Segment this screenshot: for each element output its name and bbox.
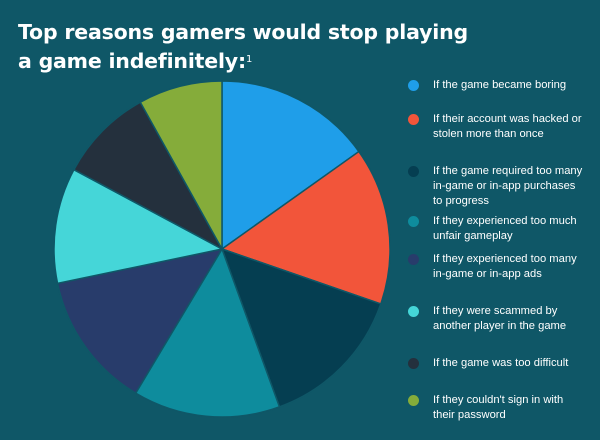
pie-slice-6 [53,168,223,285]
pie-slice-2 [221,150,391,305]
pie-slice-1 [221,80,360,250]
legend-item-6: If they were scammed by another player i… [408,304,583,334]
chart-title-line-2-text: a game indefinitely: [18,49,246,73]
legend-item-5: If they experienced too many in-game or … [408,252,583,282]
pie-slice-4 [134,248,281,418]
legend-swatch-4 [408,216,419,227]
pie-slice-3 [221,248,382,408]
legend-label-6: If they were scammed by another player i… [433,305,567,332]
legend-item-2: If their account was hacked or stolen mo… [408,112,583,142]
legend-item-8: If they couldn't sign in with their pass… [408,393,583,423]
legend-label-8: If they couldn't sign in with their pass… [433,394,564,421]
legend-swatch-8 [408,395,419,406]
chart-title-line-2: a game indefinitely:1 [18,46,418,75]
chart-title-line-1: Top reasons gamers would stop playing [18,20,468,44]
pie-slice-5 [56,248,223,394]
pie-slice-7 [73,101,223,250]
chart-title: Top reasons gamers would stop playing a … [18,18,468,75]
legend-swatch-7 [408,358,419,369]
legend-label-3: If the game required too many in-game or… [433,165,583,207]
legend-swatch-6 [408,306,419,317]
legend-swatch-5 [408,254,419,265]
legend-swatch-1 [408,80,419,91]
legend-item-3: If the game required too many in-game or… [408,164,583,209]
legend-swatch-2 [408,114,419,125]
legend-item-4: If they experienced too much unfair game… [408,214,583,244]
title-footnote-marker: 1 [245,54,253,65]
legend-label-5: If they experienced too many in-game or … [433,253,577,280]
legend-item-7: If the game was too difficult [408,356,583,371]
legend-swatch-3 [408,166,419,177]
pie-slice-8 [139,80,223,250]
legend-label-2: If their account was hacked or stolen mo… [433,113,582,140]
legend-label-1: If the game became boring [433,79,567,91]
legend-label-7: If the game was too difficult [433,357,569,369]
legend-item-1: If the game became boring [408,78,583,93]
legend-label-4: If they experienced too much unfair game… [433,215,577,242]
